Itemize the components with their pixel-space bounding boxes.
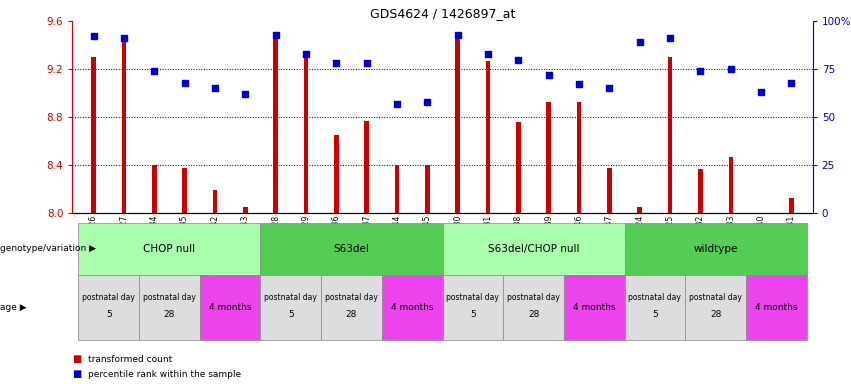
Point	[481, 51, 494, 57]
Text: S63del/CHOP null: S63del/CHOP null	[488, 243, 580, 254]
Point	[329, 60, 343, 66]
Bar	[516, 122, 521, 213]
Bar	[152, 165, 157, 213]
Point	[178, 79, 191, 86]
Point	[360, 60, 374, 66]
Text: postnatal day: postnatal day	[143, 293, 196, 302]
Bar	[698, 169, 703, 213]
Text: 4 months: 4 months	[391, 303, 433, 312]
Point	[147, 68, 161, 74]
Text: wildtype: wildtype	[694, 243, 738, 254]
Bar	[607, 167, 612, 213]
Bar	[455, 33, 460, 213]
Text: 4 months: 4 months	[573, 303, 615, 312]
Text: 4 months: 4 months	[755, 303, 797, 312]
Text: postnatal day: postnatal day	[447, 293, 500, 302]
Bar	[637, 207, 642, 213]
Text: 5: 5	[288, 310, 294, 319]
Text: genotype/variation ▶: genotype/variation ▶	[0, 244, 96, 253]
Text: age ▶: age ▶	[0, 303, 26, 312]
Point	[269, 31, 283, 38]
Point	[300, 51, 313, 57]
Text: 4 months: 4 months	[208, 303, 251, 312]
Text: postnatal day: postnatal day	[325, 293, 378, 302]
Point	[542, 72, 556, 78]
Bar	[486, 61, 490, 213]
Text: 28: 28	[346, 310, 357, 319]
Text: 28: 28	[710, 310, 722, 319]
Text: CHOP null: CHOP null	[143, 243, 196, 254]
Text: 28: 28	[528, 310, 540, 319]
Point	[633, 39, 647, 45]
Bar	[395, 165, 399, 213]
Text: 5: 5	[106, 310, 111, 319]
Text: postnatal day: postnatal day	[265, 293, 317, 302]
Point	[754, 89, 768, 95]
Bar	[334, 135, 339, 213]
Text: ■: ■	[72, 354, 82, 364]
Point	[208, 85, 222, 91]
Text: transformed count: transformed count	[88, 354, 172, 364]
Bar	[577, 101, 581, 213]
Point	[572, 81, 585, 88]
Bar	[728, 157, 733, 213]
Text: S63del: S63del	[334, 243, 369, 254]
Text: 28: 28	[163, 310, 175, 319]
Text: percentile rank within the sample: percentile rank within the sample	[88, 370, 241, 379]
Text: postnatal day: postnatal day	[689, 293, 742, 302]
Point	[391, 101, 404, 107]
Point	[694, 68, 707, 74]
Point	[603, 85, 616, 91]
Bar	[243, 207, 248, 213]
Point	[420, 99, 434, 105]
Bar	[273, 33, 278, 213]
Text: 5: 5	[470, 310, 476, 319]
Bar	[364, 121, 369, 213]
Bar	[213, 190, 217, 213]
Bar	[304, 57, 308, 213]
Point	[724, 66, 738, 72]
Text: postnatal day: postnatal day	[629, 293, 682, 302]
Bar	[546, 101, 551, 213]
Point	[117, 35, 131, 41]
Text: postnatal day: postnatal day	[83, 293, 135, 302]
Point	[238, 91, 252, 97]
Bar	[668, 57, 672, 213]
Text: postnatal day: postnatal day	[507, 293, 560, 302]
Point	[663, 35, 677, 41]
Bar	[425, 165, 430, 213]
Point	[511, 56, 525, 63]
Point	[785, 79, 798, 86]
Point	[87, 33, 100, 40]
Bar	[789, 197, 794, 213]
Bar	[182, 167, 187, 213]
Text: ■: ■	[72, 369, 82, 379]
Bar	[122, 39, 126, 213]
Point	[451, 31, 465, 38]
Text: 5: 5	[652, 310, 658, 319]
Bar	[91, 57, 96, 213]
Title: GDS4624 / 1426897_at: GDS4624 / 1426897_at	[370, 7, 515, 20]
